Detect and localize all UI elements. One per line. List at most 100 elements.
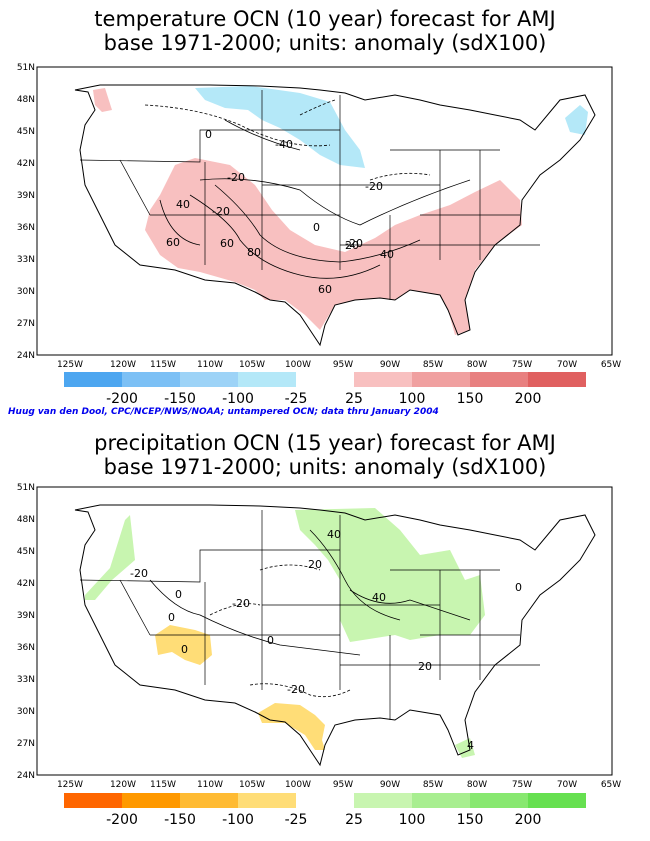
- precip-contour-labels: 40 -20 20 0 -20 40 0 0 20 0 -20 0 4: [130, 528, 522, 752]
- temp-legend-swatch: [64, 372, 122, 387]
- precip-positive-region-west: [85, 515, 135, 600]
- precip-lat-labels: 51N 48N 45N 42N 39N 36N 33N 30N 27N 24N: [17, 483, 35, 781]
- temp-legend-swatch: [528, 372, 586, 387]
- precip-lat-label: 24N: [17, 771, 35, 781]
- temp-lon-label: 90W: [380, 360, 400, 370]
- temp-negative-region-north: [195, 86, 365, 168]
- temp-contour-label: 60: [318, 283, 332, 296]
- temp-contour-label: 0: [205, 128, 212, 141]
- temperature-map-title-line2: base 1971-2000; units: anomaly (sdX100): [103, 31, 547, 55]
- precip-legend-swatch: [238, 793, 296, 808]
- temp-negative-region-maine: [565, 105, 588, 135]
- precip-lon-label: 100W: [285, 780, 311, 790]
- temp-legend-label: 25: [345, 391, 363, 407]
- temp-lon-label: 95W: [333, 360, 353, 370]
- precip-contour-label: 0: [267, 634, 274, 647]
- temp-contour-label: -20: [365, 180, 383, 193]
- temp-legend-label: 200: [515, 391, 542, 407]
- precip-state-lines: [79, 510, 540, 720]
- temp-legend-labels: -200 -150 -100 -25 25 100 150 200: [106, 391, 541, 407]
- precip-contour-label: 0: [515, 581, 522, 594]
- temp-lat-label: 24N: [17, 351, 35, 361]
- precip-legend-swatch: [122, 793, 180, 808]
- precip-contour-label: 0: [181, 643, 188, 656]
- precip-contour-label: 0: [175, 588, 182, 601]
- temp-contour-label: -20: [212, 205, 230, 218]
- temp-contour-label: 40: [380, 248, 394, 261]
- temp-legend-label: -100: [222, 391, 254, 407]
- temp-lat-label: 30N: [17, 287, 35, 297]
- credit-line: Huug van den Dool, CPC/NCEP/NWS/NOAA; un…: [8, 407, 439, 417]
- precip-lat-label: 36N: [17, 643, 35, 653]
- precip-lon-label: 80W: [467, 780, 487, 790]
- precip-lon-label: 75W: [512, 780, 532, 790]
- temperature-map: 51N 48N 45N 42N 39N 36N 33N 30N 27N 24N …: [17, 63, 621, 407]
- precip-us-outline: [74, 504, 596, 767]
- precip-lat-label: 27N: [17, 739, 35, 749]
- temp-legend-label: -200: [106, 391, 138, 407]
- temp-lon-label: 80W: [467, 360, 487, 370]
- precip-legend-label: -25: [285, 812, 308, 828]
- temp-lat-label: 42N: [17, 159, 35, 169]
- temp-contour-label: 0: [313, 221, 320, 234]
- temp-lat-label: 45N: [17, 127, 35, 137]
- precip-lon-label: 125W: [57, 780, 83, 790]
- precip-legend-swatch: [180, 793, 238, 808]
- temp-lon-labels: 125W 120W 115W 110W 105W 100W 95W 90W 85…: [57, 360, 621, 370]
- precip-lat-label: 33N: [17, 675, 35, 685]
- temp-lat-labels: 51N 48N 45N 42N 39N 36N 33N 30N 27N 24N: [17, 63, 35, 361]
- precip-contour-label: 20: [418, 660, 432, 673]
- temp-lon-label: 75W: [512, 360, 532, 370]
- precip-legend-swatch: [528, 793, 586, 808]
- precip-contours: [149, 529, 471, 656]
- temp-legend-swatch: [354, 372, 412, 387]
- temp-lon-label: 65W: [601, 360, 621, 370]
- precip-legend-swatch: [64, 793, 122, 808]
- precip-positive-region-florida: [455, 738, 475, 758]
- precip-contour-label: 0: [168, 611, 175, 624]
- temp-contour-label: 40: [176, 198, 190, 211]
- precip-contour-label: -20: [287, 683, 305, 696]
- precip-lat-label: 39N: [17, 611, 35, 621]
- temp-us-outline: [74, 84, 596, 347]
- temp-legend-swatch: [122, 372, 180, 387]
- temp-legend-label: 100: [399, 391, 426, 407]
- precip-lat-label: 30N: [17, 707, 35, 717]
- precip-lon-label: 105W: [239, 780, 265, 790]
- precip-map-title-line1: precipitation OCN (15 year) forecast for…: [94, 431, 556, 455]
- precip-lon-label: 70W: [557, 780, 577, 790]
- temp-lon-label: 125W: [57, 360, 83, 370]
- temp-lat-label: 39N: [17, 191, 35, 201]
- temp-legend-label: -150: [164, 391, 196, 407]
- temp-positive-region-nw: [93, 88, 112, 112]
- temp-contour-label: -20: [345, 237, 363, 250]
- precip-dashed-contours: [209, 564, 351, 698]
- precip-contour-label: 4: [467, 739, 474, 752]
- precip-lon-label: 120W: [110, 780, 136, 790]
- precip-contour-label: 40: [372, 591, 386, 604]
- temp-lon-label: 110W: [197, 360, 223, 370]
- precip-map-title-line2: base 1971-2000; units: anomaly (sdX100): [103, 455, 547, 479]
- temp-contour-label: 80: [247, 246, 261, 259]
- precip-legend-label: -100: [222, 812, 254, 828]
- temp-legend-swatch: [238, 372, 296, 387]
- precip-legend-label: 150: [457, 812, 484, 828]
- temp-dashed-contours: [144, 99, 431, 181]
- precip-lon-label: 90W: [380, 780, 400, 790]
- temperature-map-title-line1: temperature OCN (10 year) forecast for A…: [94, 7, 556, 31]
- precip-lat-label: 48N: [17, 515, 35, 525]
- precip-lon-labels: 125W 120W 115W 110W 105W 100W 95W 90W 85…: [57, 780, 621, 790]
- temp-lon-label: 70W: [557, 360, 577, 370]
- precip-lat-label: 42N: [17, 579, 35, 589]
- temp-lon-label: 115W: [150, 360, 176, 370]
- temp-lon-label: 120W: [110, 360, 136, 370]
- temp-lon-label: 85W: [423, 360, 443, 370]
- precip-legend-swatch: [354, 793, 412, 808]
- precip-legend-label: 200: [515, 812, 542, 828]
- precip-legend-label: 25: [345, 812, 363, 828]
- precip-negative-region-texas: [258, 703, 325, 750]
- temp-lon-label: 105W: [239, 360, 265, 370]
- precip-lon-label: 110W: [197, 780, 223, 790]
- temp-contour-label: 60: [166, 236, 180, 249]
- temp-legend-label: 150: [457, 391, 484, 407]
